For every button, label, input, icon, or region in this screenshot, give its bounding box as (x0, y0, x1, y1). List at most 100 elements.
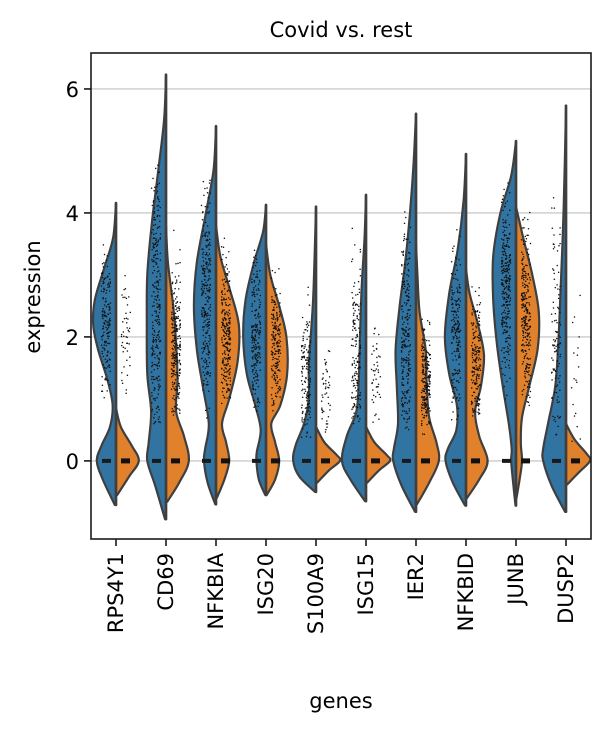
data-point-ier2-covid (408, 285, 411, 288)
data-point-nfkbia-rest (229, 317, 232, 319)
data-point-cd69-rest (178, 275, 180, 277)
data-point-nfkbid-covid (457, 344, 459, 347)
data-point-junb-rest (521, 318, 523, 320)
data-point-nfkbia-covid (206, 267, 208, 270)
data-point-isg20-covid (256, 270, 258, 273)
data-point-nfkbia-covid (203, 287, 205, 290)
data-point-ier2-rest (422, 399, 424, 401)
data-point-isg15-rest (375, 413, 377, 415)
data-point-isg15-covid (359, 274, 362, 277)
data-point-cd69-rest (178, 348, 180, 350)
data-point-cd69-covid (158, 336, 160, 338)
data-point-nfkbia-rest (229, 367, 231, 370)
data-point-junb-rest (528, 342, 530, 345)
data-point-dusp2-rest (574, 412, 577, 415)
data-point-isg20-covid (253, 287, 255, 289)
data-point-isg20-covid (259, 369, 261, 371)
data-point-isg20-covid (252, 388, 255, 391)
data-point-dusp2-covid (554, 312, 557, 315)
data-point-ier2-rest (428, 321, 431, 324)
data-point-junb-rest (523, 283, 526, 285)
data-point-rps4y1-covid (108, 309, 111, 311)
data-point-isg20-rest (278, 360, 281, 363)
data-point-cd69-covid (158, 361, 160, 363)
data-point-dusp2-covid (559, 324, 562, 326)
data-point-junb-covid (502, 279, 504, 281)
data-point-nfkbia-rest (225, 322, 228, 324)
data-point-rps4y1-covid (109, 307, 111, 309)
data-point-isg15-covid (359, 405, 362, 408)
data-point-s100a9-covid (309, 377, 312, 380)
data-point-nfkbia-covid (202, 251, 205, 254)
data-point-rps4y1-rest (123, 366, 125, 368)
data-point-nfkbid-rest (470, 387, 473, 389)
data-point-nfkbid-rest (478, 350, 481, 353)
data-point-ier2-rest (427, 389, 430, 391)
data-point-cd69-covid (157, 331, 160, 334)
data-point-isg20-rest (274, 371, 276, 373)
data-point-junb-rest (521, 277, 523, 280)
data-point-nfkbid-covid (456, 269, 458, 272)
data-point-junb-rest (527, 401, 530, 403)
data-point-junb-rest (526, 338, 528, 340)
data-point-nfkbia-rest (224, 293, 226, 296)
data-point-nfkbid-covid (459, 300, 461, 302)
data-point-isg20-covid (252, 384, 254, 387)
data-point-nfkbid-covid (457, 414, 459, 416)
data-point-nfkbia-rest (221, 279, 224, 281)
data-point-s100a9-covid (306, 431, 309, 433)
data-point-cd69-covid (155, 262, 158, 265)
data-point-rps4y1-covid (102, 296, 104, 299)
data-point-isg20-rest (277, 326, 279, 328)
data-point-nfkbid-covid (458, 339, 460, 342)
data-point-ier2-covid (403, 222, 406, 224)
data-point-cd69-covid (157, 316, 160, 319)
data-point-rps4y1-rest (125, 312, 127, 315)
data-point-nfkbid-rest (476, 309, 479, 312)
data-point-nfkbia-covid (203, 316, 205, 318)
data-point-junb-covid (506, 237, 508, 239)
data-point-nfkbia-covid (207, 254, 209, 257)
data-point-nfkbia-covid (203, 374, 206, 376)
data-point-nfkbid-covid (452, 307, 454, 309)
data-point-cd69-covid (151, 314, 154, 317)
data-point-nfkbid-covid (456, 299, 459, 302)
data-point-s100a9-covid (301, 375, 304, 377)
data-point-ier2-rest (428, 339, 430, 342)
data-point-cd69-covid (152, 349, 154, 351)
data-point-junb-covid (501, 198, 504, 201)
data-point-ier2-covid (405, 356, 408, 359)
data-point-nfkbia-rest (226, 313, 229, 316)
data-point-ier2-rest (424, 405, 426, 408)
data-point-rps4y1-rest (129, 364, 131, 367)
data-point-cd69-rest (172, 344, 175, 347)
data-point-junb-covid (505, 318, 507, 320)
data-point-rps4y1-covid (107, 342, 109, 344)
data-point-junb-covid (502, 291, 505, 293)
data-point-s100a9-covid (305, 324, 308, 326)
data-point-dusp2-rest (577, 347, 579, 349)
data-point-nfkbid-covid (458, 372, 460, 375)
data-point-isg20-rest (272, 324, 274, 326)
data-point-junb-covid (503, 229, 506, 232)
data-point-nfkbia-covid (209, 244, 212, 246)
data-point-isg15-rest (374, 370, 376, 372)
data-point-isg15-rest (374, 396, 377, 398)
data-point-isg20-covid (257, 346, 259, 349)
data-point-cd69-rest (176, 307, 178, 309)
data-point-isg20-covid (259, 327, 262, 329)
data-point-ier2-rest (428, 378, 430, 380)
data-point-ier2-rest (427, 407, 429, 410)
data-point-dusp2-covid (553, 207, 556, 209)
data-point-isg20-covid (254, 264, 257, 267)
violin-dusp2-covid (541, 104, 568, 513)
data-point-nfkbid-covid (452, 313, 455, 316)
data-point-cd69-covid (156, 411, 158, 413)
data-point-ier2-covid (401, 308, 403, 311)
data-point-nfkbid-covid (455, 380, 458, 382)
data-point-junb-rest (523, 355, 526, 358)
data-point-nfkbia-rest (224, 281, 227, 283)
data-point-nfkbia-covid (204, 311, 206, 313)
data-point-isg15-covid (357, 367, 359, 370)
data-point-junb-rest (526, 332, 529, 335)
